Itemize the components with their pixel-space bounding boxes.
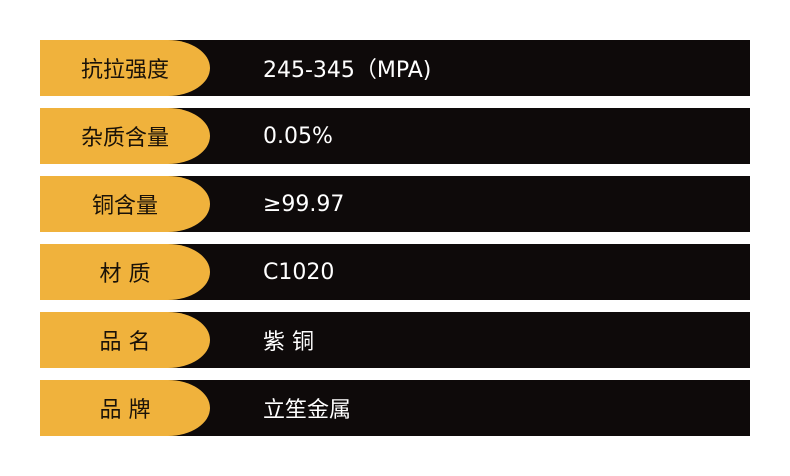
spec-value: C1020	[263, 259, 335, 285]
spec-row: 材 质 C1020	[40, 244, 750, 300]
spec-row: 品 名紫 铜	[40, 312, 750, 368]
spec-label: 铜含量	[40, 176, 210, 232]
spec-row: 品 牌 立笙金属	[40, 380, 750, 436]
spec-label: 材 质	[40, 244, 210, 300]
spec-value: 0.05%	[263, 123, 333, 149]
spec-row: 铜含量 ≥99.97	[40, 176, 750, 232]
spec-label: 杂质含量	[40, 108, 210, 164]
spec-value: 立笙金属	[263, 398, 352, 423]
spec-value: ≥99.97	[263, 191, 345, 217]
spec-label: 抗拉强度	[40, 40, 210, 96]
spec-table: 抗拉强度 245-345（MPA) 杂质含量 0.05% 铜含量 ≥99.97 材 质 C10…	[40, 40, 750, 448]
spec-value: 245-345（MPA)	[263, 58, 432, 83]
spec-row: 抗拉强度 245-345（MPA)	[40, 40, 750, 96]
spec-row: 杂质含量 0.05%	[40, 108, 750, 164]
spec-value: 紫 铜	[263, 330, 314, 355]
spec-label: 品 牌	[40, 380, 210, 436]
spec-label: 品 名	[40, 312, 210, 368]
